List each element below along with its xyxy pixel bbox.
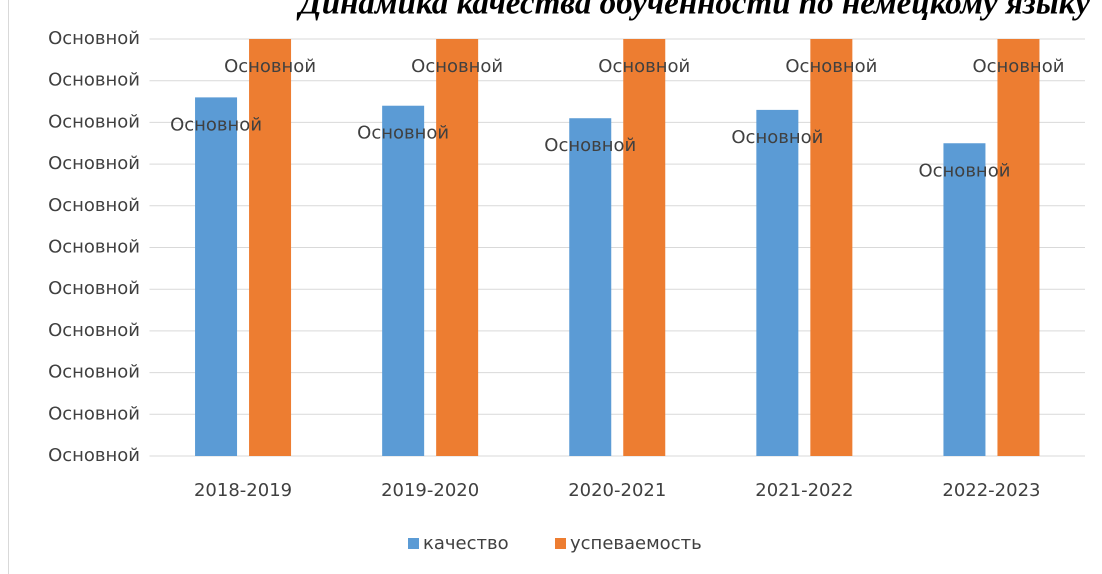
bar [569,118,612,456]
bar [756,109,799,456]
bar [249,39,292,456]
data-label: Основной [972,56,1064,77]
x-tick-label: 2021-2022 [755,480,853,501]
y-tick-label: Основной [48,111,140,132]
data-label: Основной [170,114,262,135]
y-tick-label: Основной [48,195,140,216]
x-tick-label: 2018-2019 [194,480,292,501]
y-tick-label: Основной [48,237,140,258]
y-tick-label: Основной [48,153,140,174]
data-label: Основной [918,160,1010,181]
chart-frame [8,0,1102,574]
bar [943,143,986,456]
x-tick-label: 2019-2020 [381,480,479,501]
legend-label: успеваемость [570,533,702,554]
data-label: Основной [411,56,503,77]
data-label: Основной [598,56,690,77]
data-label: Основной [544,135,636,156]
legend-swatch [555,538,566,549]
bar [436,39,479,456]
bar [810,39,853,456]
y-tick-label: Основной [48,403,140,424]
legend-label: качество [423,533,509,554]
y-tick-label: Основной [48,28,140,49]
chart-title: Динамика качества обученности по немецко… [296,0,1090,22]
bar [382,105,425,456]
data-label: Основной [357,123,449,144]
x-tick-label: 2022-2023 [942,480,1040,501]
y-tick-label: Основной [48,278,140,299]
y-tick-label: Основной [48,362,140,383]
x-tick-label: 2020-2021 [568,480,666,501]
legend-swatch [408,538,419,549]
bar [997,39,1040,456]
bar [195,97,238,456]
bar [623,39,666,456]
y-tick-label: Основной [48,70,140,91]
y-tick-label: Основной [48,445,140,466]
data-label: Основной [224,56,316,77]
y-tick-label: Основной [48,320,140,341]
data-label: Основной [785,56,877,77]
data-label: Основной [731,127,823,148]
